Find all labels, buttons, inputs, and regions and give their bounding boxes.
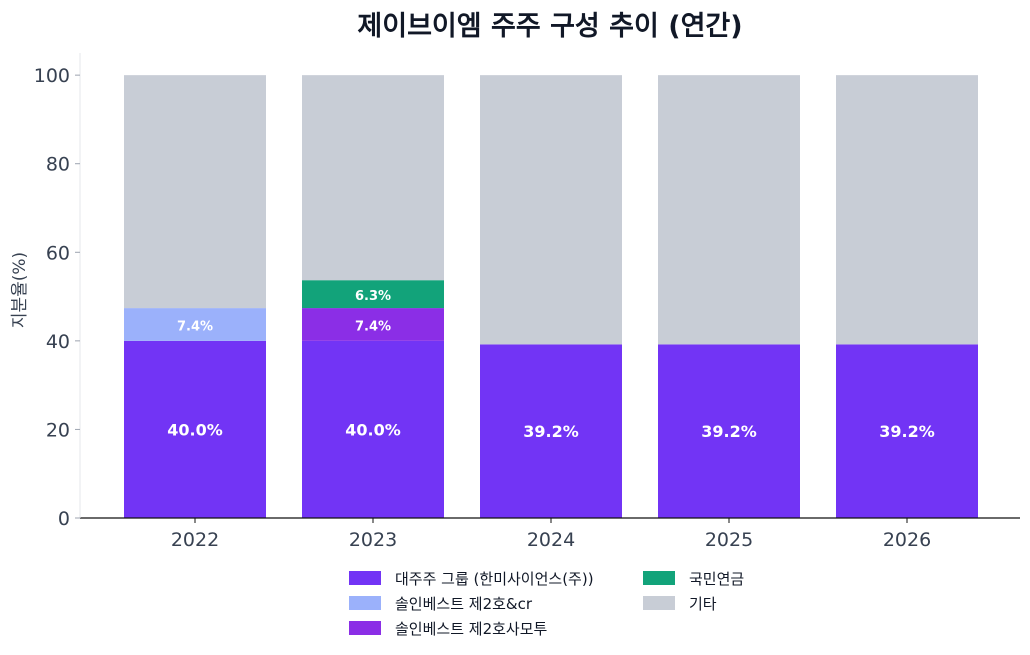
- y-tick-label: 80: [46, 154, 70, 176]
- chart-title: 제이브이엠 주주 구성 추이 (연간): [357, 11, 742, 42]
- data-label: 39.2%: [701, 422, 757, 441]
- bar-segment: [658, 75, 800, 345]
- legend-label: 기타: [689, 595, 717, 613]
- x-tick-label: 2026: [883, 529, 931, 551]
- bar-segment: [302, 75, 444, 281]
- legend-swatch: [349, 571, 381, 585]
- legend-label: 솔인베스트 제2호사모투: [395, 620, 548, 638]
- y-tick-label: 60: [46, 242, 70, 264]
- legend-label: 대주주 그룹 (한미사이언스(주)): [395, 570, 594, 588]
- x-tick-label: 2022: [171, 529, 219, 551]
- legend-swatch: [349, 621, 381, 635]
- bar-segment: [302, 308, 444, 341]
- axes-layer: 0 20 40 60 80 100 2022 2023 2024 2025 2026: [34, 53, 1020, 551]
- data-label: 40.0%: [345, 420, 401, 439]
- data-label: 7.4%: [177, 319, 213, 334]
- bar-segment: [124, 340, 266, 518]
- legend-label: 솔인베스트 제2호&cr: [395, 595, 533, 613]
- x-tick-label: 2024: [527, 529, 575, 551]
- y-tick-label: 0: [58, 508, 70, 530]
- legend-label: 국민연금: [689, 570, 744, 588]
- bar-segment: [302, 340, 444, 518]
- data-label: 40.0%: [167, 420, 223, 439]
- y-tick-label: 20: [46, 419, 70, 441]
- bar-segment: [124, 308, 266, 341]
- legend-swatch: [643, 571, 675, 585]
- legend: 대주주 그룹 (한미사이언스(주)) 솔인베스트 제2호&cr 솔인베스트 제2호사…: [349, 570, 744, 638]
- y-tick-label: 40: [46, 331, 70, 353]
- legend-swatch: [643, 596, 675, 610]
- x-tick-label: 2023: [349, 529, 397, 551]
- bar-segment: [124, 75, 266, 309]
- bar-segment: [480, 344, 622, 518]
- data-label: 39.2%: [523, 422, 579, 441]
- data-label: 6.3%: [355, 289, 391, 304]
- bars-layer: 40.0% 7.4% 40.0% 7.4% 6.3% 39.2% 39.2% 39.2%: [124, 75, 978, 518]
- y-axis-title: 지분율(%): [10, 252, 30, 328]
- x-tick-label: 2025: [705, 529, 753, 551]
- data-label: 39.2%: [879, 422, 935, 441]
- bar-segment: [480, 75, 622, 345]
- y-tick-label: 100: [34, 65, 70, 87]
- legend-swatch: [349, 596, 381, 610]
- bar-segment: [836, 75, 978, 345]
- data-label: 7.4%: [355, 319, 391, 334]
- bar-segment: [836, 344, 978, 518]
- bar-segment: [302, 280, 444, 309]
- bar-segment: [658, 344, 800, 518]
